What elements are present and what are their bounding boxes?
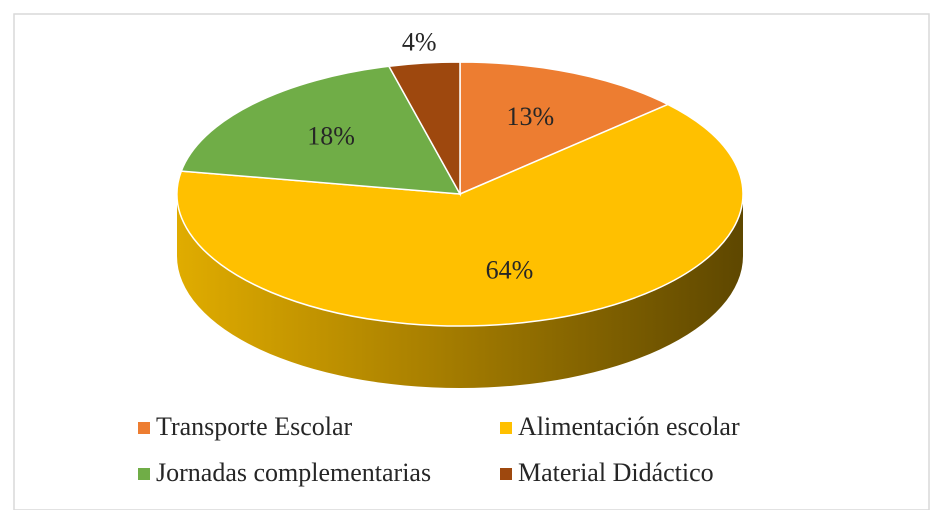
legend-label: Jornadas complementarias: [156, 458, 431, 487]
legend-swatch: [138, 422, 150, 434]
pie-slice: [459, 61, 670, 196]
legend-swatch: [500, 468, 512, 480]
legend-label: Transporte Escolar: [156, 412, 353, 441]
legend-swatch: [138, 468, 150, 480]
data-label: 18%: [307, 121, 355, 150]
legend-swatch: [500, 422, 512, 434]
data-label: 64%: [486, 255, 534, 284]
chart-border: [13, 13, 930, 510]
legend-label: Material Didáctico: [518, 458, 714, 487]
data-label: 13%: [507, 102, 555, 131]
pie-side: [177, 194, 743, 388]
pie-slice: [387, 61, 461, 197]
legend-label: Alimentación escolar: [518, 412, 740, 441]
data-label: 4%: [402, 28, 437, 57]
pie-slice: [176, 103, 744, 327]
pie-slice: [180, 65, 462, 195]
